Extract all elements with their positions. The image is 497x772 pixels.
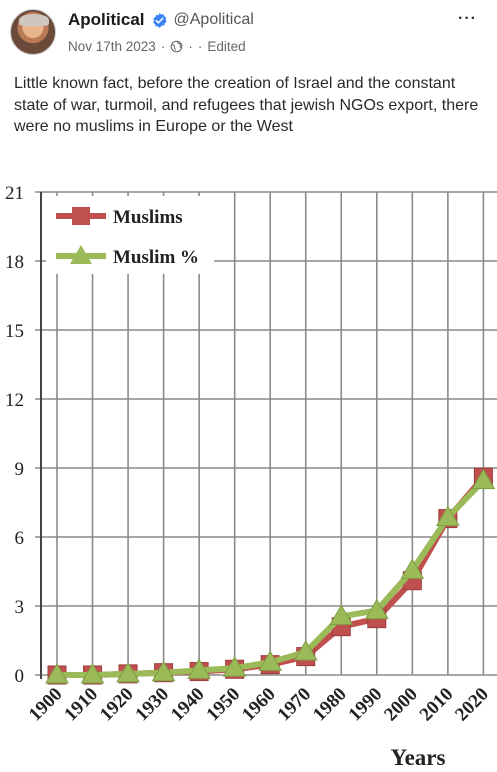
- verified-badge-icon: [152, 12, 167, 28]
- avatar[interactable]: [10, 9, 56, 55]
- series-point-triangle: [80, 663, 105, 684]
- y-tick-label: 6: [15, 528, 25, 549]
- y-tick-label: 0: [15, 666, 25, 687]
- series-point-triangle: [471, 468, 496, 490]
- series-point-triangle: [45, 663, 69, 684]
- more-options-icon[interactable]: ···: [458, 10, 477, 27]
- y-axis-ticks: 0 3 6 9 12 15 18 21: [5, 183, 24, 687]
- meta-separator: ·: [197, 39, 203, 54]
- post-meta: Nov 17th 2023 · · · Edited: [68, 39, 246, 54]
- post-text: Little known fact, before the creation o…: [14, 75, 479, 135]
- series-point-triangle: [258, 650, 283, 671]
- display-name[interactable]: Apolitical: [68, 10, 145, 29]
- series-point-triangle: [187, 658, 212, 679]
- series-point-triangle: [435, 505, 460, 526]
- meta-separator: ·: [188, 39, 193, 54]
- series-point-triangle: [364, 598, 389, 620]
- y-tick-label: 3: [15, 597, 25, 618]
- series-point-triangle: [400, 558, 425, 579]
- meta-separator: ·: [160, 39, 166, 54]
- series-point-triangle: [151, 660, 176, 682]
- series-point-triangle: [222, 656, 247, 677]
- legend-marker-square: [72, 207, 90, 225]
- legend-marker-triangle: [70, 245, 92, 264]
- legend-label: Muslim %: [113, 247, 199, 268]
- series-point-triangle: [329, 604, 354, 625]
- y-tick-label: 9: [15, 459, 25, 480]
- chart-series: [45, 467, 496, 685]
- handle[interactable]: @Apolitical: [173, 11, 254, 28]
- legend-label: Muslims: [113, 207, 183, 228]
- author-row: Apolitical @Apolitical: [68, 10, 254, 30]
- y-tick-label: 18: [5, 252, 24, 273]
- y-tick-label: 15: [5, 321, 24, 342]
- y-tick-label: 21: [5, 183, 24, 204]
- chart-image[interactable]: 0 3 6 9 12 15 18 21 1900 1910 1920 1930 1940 1950 196…: [0, 178, 497, 772]
- chart-legend: Muslims Muslim %: [46, 196, 214, 274]
- series-point-triangle: [116, 661, 140, 683]
- y-tick-label: 12: [5, 390, 24, 411]
- series-point-triangle: [293, 640, 318, 661]
- post-date[interactable]: Nov 17th 2023: [68, 39, 156, 54]
- edited-label: Edited: [207, 39, 246, 54]
- x-axis-label: Years: [391, 745, 446, 770]
- globe-icon: [171, 40, 183, 53]
